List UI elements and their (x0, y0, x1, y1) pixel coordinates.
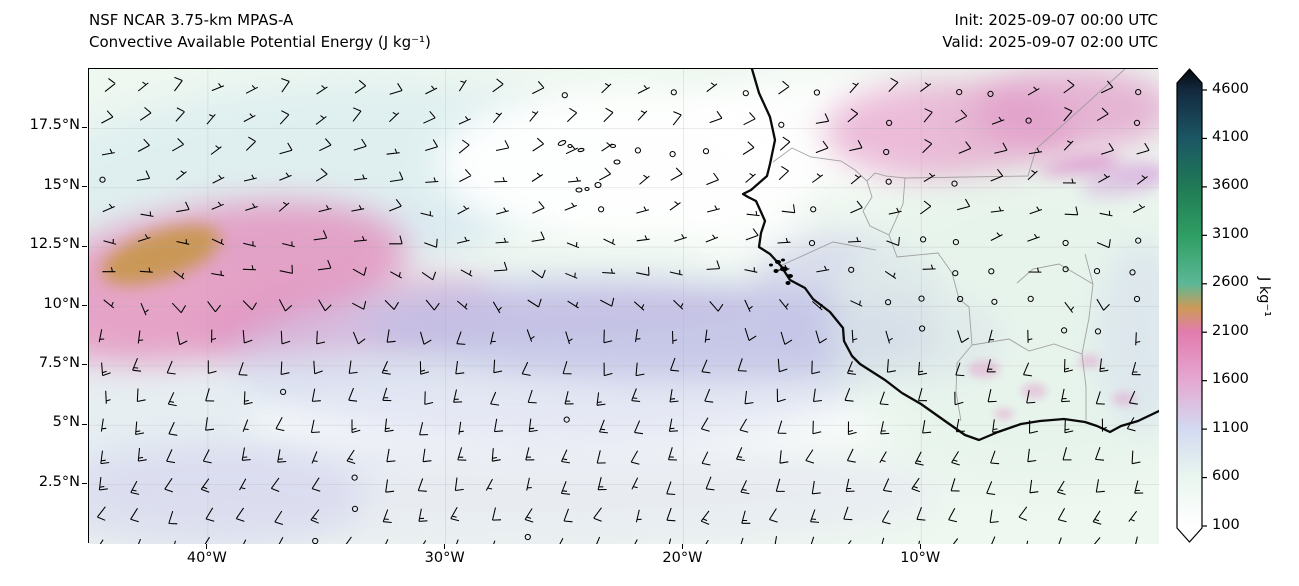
calm-wind-circle (670, 89, 677, 96)
cape-field-map (89, 69, 1159, 544)
colorbar-tick-label: 100 (1212, 516, 1240, 533)
valid-time: Valid: 2025-09-07 02:00 UTC (942, 33, 1158, 51)
calm-wind-circle (808, 240, 816, 247)
wind-barb-strokes (96, 76, 1150, 544)
calm-wind-circle (634, 147, 642, 154)
calm-wind-circle (778, 121, 785, 128)
title-block: NSF NCAR 3.75-km MPAS-A Convective Avail… (89, 9, 431, 53)
calm-wind-circle (810, 206, 817, 213)
calm-wind-circle (919, 325, 926, 332)
calm-wind-circle (957, 295, 964, 303)
colorbar-tick-label: 4100 (1212, 128, 1249, 145)
x-tick-mark (681, 544, 684, 549)
calm-wind-circle (886, 119, 893, 127)
init-time: Init: 2025-09-07 00:00 UTC (954, 11, 1158, 29)
model-title: NSF NCAR 3.75-km MPAS-A (89, 11, 294, 29)
coastline (741, 69, 1159, 442)
calm-wind-circle (956, 89, 963, 96)
colorbar-tick-label: 1600 (1212, 371, 1249, 388)
colorbar-tick-label: 1100 (1212, 419, 1249, 436)
calm-wind-circle (99, 176, 106, 183)
y-tick-mark (82, 483, 87, 485)
calm-wind-circle (280, 388, 287, 395)
y-axis-tick-label: 2.5°N (38, 473, 80, 490)
colorbar-tick-label: 3100 (1212, 225, 1249, 242)
calm-wind-circle (848, 266, 855, 273)
map-plot-area (88, 68, 1159, 544)
y-tick-mark (82, 423, 87, 425)
x-tick-mark (206, 544, 208, 549)
colorbar-tick-label: 600 (1212, 468, 1240, 485)
calm-wind-circle (951, 180, 958, 187)
calm-wind-circle (988, 268, 995, 275)
calm-wind-circle (351, 474, 358, 481)
graticule-layer (89, 69, 1159, 544)
colorbar-ticks (1202, 89, 1207, 527)
country-borders-layer (772, 69, 1126, 422)
wind-barbs-layer (96, 76, 1150, 544)
time-stamps: Init: 2025-09-07 00:00 UTC Valid: 2025-0… (942, 9, 1158, 53)
calm-wind-circle (1062, 266, 1069, 273)
calm-wind-circle (885, 299, 892, 306)
calm-wind-circle (1133, 119, 1141, 127)
calm-wind-circle (561, 92, 568, 99)
colorbar-tick-label: 2600 (1212, 274, 1249, 291)
calm-wind-circle (742, 90, 749, 97)
calm-wind-circle (1027, 295, 1034, 302)
calm-wind-circle (987, 90, 994, 97)
calm-wind-circle (952, 270, 959, 277)
y-axis-tick-label: 10°N (43, 295, 80, 312)
calm-wind-circle (885, 178, 892, 185)
calm-wind-circle (1094, 328, 1102, 335)
calm-wind-circle (918, 295, 925, 302)
y-tick-mark (82, 186, 87, 188)
y-axis-tick-label: 17.5°N (29, 117, 80, 134)
calm-wind-circle (1135, 237, 1142, 244)
x-axis-tick-label: 30°W (424, 550, 465, 566)
x-tick-mark (919, 544, 921, 549)
colorbar-unit-label: J kg⁻¹ (1256, 277, 1272, 317)
calm-wind-circle (952, 239, 960, 246)
calm-wind-circle (1062, 239, 1069, 247)
y-axis-tick-label: 5°N (52, 414, 80, 431)
y-axis-tick-label: 12.5°N (29, 236, 80, 253)
y-tick-mark (82, 304, 87, 307)
x-axis-tick-label: 40°W (186, 550, 227, 566)
calm-wind-circle (597, 206, 605, 213)
calm-wind-circle (1129, 269, 1136, 276)
calm-wind-circle (920, 236, 927, 243)
calm-wind-circle (1025, 117, 1032, 124)
calm-wind-circle (991, 298, 998, 305)
calm-wind-circle (351, 505, 359, 512)
calm-wind-circle (563, 416, 570, 423)
y-tick-mark (82, 245, 87, 247)
calm-wind-circle (1135, 89, 1142, 96)
calm-wind-circle (702, 148, 710, 155)
calm-wind-circle (883, 148, 890, 156)
y-tick-mark (82, 126, 87, 128)
calm-wind-circle (813, 89, 821, 96)
calm-wind-circle (1093, 268, 1101, 275)
calm-wind-circle (1133, 295, 1141, 303)
colorbar-tick-label: 3600 (1212, 177, 1249, 194)
calm-wind-circle (312, 537, 319, 544)
calm-wind-circle (669, 151, 676, 158)
calm-wind-circle (524, 533, 531, 541)
colorbar (1176, 68, 1207, 543)
cape-verde-islands (557, 139, 621, 193)
x-axis-tick-label: 10°W (900, 550, 941, 566)
x-axis-tick-label: 20°W (662, 550, 703, 566)
y-axis-tick-label: 7.5°N (38, 354, 80, 371)
field-title: Convective Available Potential Energy (J… (89, 33, 431, 51)
y-axis-tick-label: 15°N (43, 176, 80, 193)
calm-wind-circle (1061, 327, 1068, 334)
y-tick-mark (82, 364, 87, 366)
x-tick-mark (444, 544, 446, 549)
colorbar-tick-label: 4600 (1212, 80, 1249, 97)
colorbar-gradient-bar (1176, 68, 1203, 543)
colorbar-tick-label: 2100 (1212, 322, 1249, 339)
